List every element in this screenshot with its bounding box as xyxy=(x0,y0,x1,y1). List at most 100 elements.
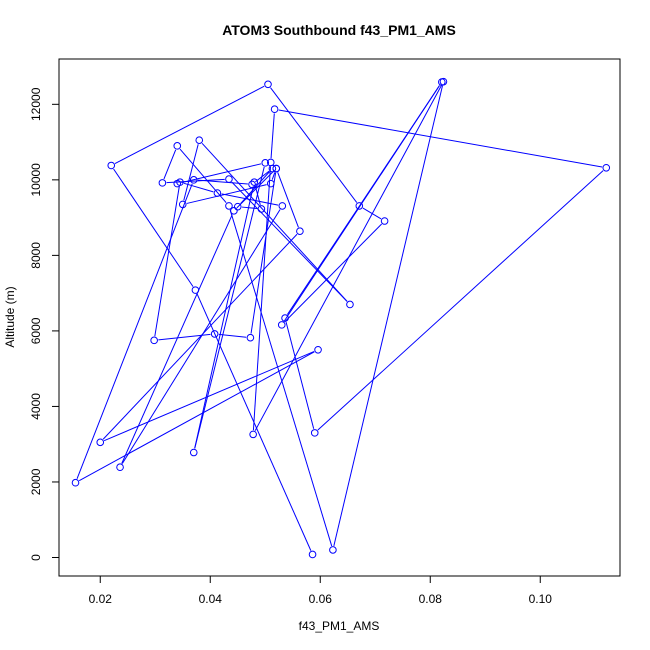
series-line-segment xyxy=(121,209,281,464)
series-line-segment xyxy=(333,85,443,546)
y-tick-label: 6000 xyxy=(29,317,43,344)
data-point xyxy=(329,546,337,554)
series-line-segment xyxy=(181,163,262,184)
series-line-segment xyxy=(270,113,275,159)
data-point xyxy=(191,286,200,294)
series-line-segment xyxy=(201,142,348,302)
y-tick-label: 0 xyxy=(29,554,43,561)
series-line-segment xyxy=(270,87,358,203)
x-axis-title: f43_PM1_AMS xyxy=(299,619,380,633)
series-line-segment xyxy=(284,223,382,323)
data-point xyxy=(210,330,219,338)
series-line-segment xyxy=(254,186,261,205)
series-line-segment xyxy=(154,186,180,337)
data-point xyxy=(225,175,233,183)
series-line-segment xyxy=(103,350,315,442)
data-point xyxy=(173,179,182,188)
series-line-segment xyxy=(158,333,211,341)
series-line-segment xyxy=(218,333,247,338)
data-point xyxy=(213,189,222,197)
y-tick-label: 2000 xyxy=(29,468,43,495)
data-point xyxy=(249,430,257,439)
data-point xyxy=(107,161,116,170)
data-point xyxy=(314,345,322,354)
plot-frame xyxy=(58,58,621,577)
x-tick-label: 0.08 xyxy=(419,592,443,606)
series-line-segment xyxy=(102,233,298,440)
data-point xyxy=(158,179,167,187)
data-point xyxy=(189,448,198,457)
data-point xyxy=(246,333,255,342)
series-line-segment xyxy=(221,193,279,206)
x-axis: 0.02 0.04 0.06 0.08 0.10 xyxy=(89,575,553,606)
series-line-segment xyxy=(240,171,270,204)
series-line-segment xyxy=(278,109,603,168)
series-line-segment xyxy=(183,144,199,201)
series-line-segment xyxy=(241,206,258,210)
data-point xyxy=(380,217,389,225)
series-layer xyxy=(76,85,604,551)
data-point xyxy=(195,136,204,144)
series-line-segment xyxy=(250,172,277,334)
series-line-segment xyxy=(179,148,227,204)
data-point xyxy=(310,429,319,437)
series-line-segment xyxy=(183,182,214,193)
series-line-segment xyxy=(229,209,333,547)
data-point xyxy=(296,227,304,236)
data-point xyxy=(278,202,287,210)
data-point xyxy=(150,336,158,345)
data-point xyxy=(189,176,198,184)
data-point xyxy=(264,80,272,89)
data-point xyxy=(178,200,187,209)
data-point xyxy=(268,164,277,173)
series-line-segment xyxy=(252,166,271,431)
series-line-segment xyxy=(76,183,193,479)
series-line-segment xyxy=(194,166,265,449)
data-point xyxy=(173,142,182,150)
data-point xyxy=(270,105,279,114)
y-tick-label: 10000 xyxy=(29,163,43,197)
data-point xyxy=(266,179,275,188)
series-line-segment xyxy=(317,170,604,431)
marker-layer xyxy=(71,77,611,559)
data-point xyxy=(250,178,259,186)
y-axis-title: Altitude (m) xyxy=(3,286,17,347)
data-point xyxy=(602,163,611,172)
series-line-segment xyxy=(236,171,274,209)
series-line-segment xyxy=(113,168,194,287)
data-point xyxy=(257,205,266,213)
series-line-segment xyxy=(114,85,265,165)
data-point xyxy=(248,180,256,189)
x-tick-label: 0.04 xyxy=(199,592,223,606)
x-tick-label: 0.02 xyxy=(89,592,113,606)
data-point xyxy=(225,202,233,210)
data-point xyxy=(116,463,124,472)
series-line-segment xyxy=(254,85,442,431)
series-line-segment xyxy=(194,186,254,449)
series-line-segment xyxy=(197,179,248,185)
data-point xyxy=(272,164,281,173)
x-tick-label: 0.10 xyxy=(529,592,553,606)
y-tick-label: 8000 xyxy=(29,242,43,269)
x-tick-label: 0.06 xyxy=(309,592,333,606)
data-point xyxy=(277,321,286,329)
series-line-segment xyxy=(121,214,233,464)
data-point xyxy=(96,438,105,447)
y-axis: 0 2000 4000 6000 8000 10000 12000 xyxy=(29,87,60,561)
data-point xyxy=(355,202,364,210)
data-point xyxy=(261,159,270,167)
data-point xyxy=(346,300,354,309)
data-point xyxy=(281,314,289,322)
data-point xyxy=(233,202,242,211)
data-point xyxy=(230,207,238,215)
chart-title: ATOM3 Southbound f43_PM1_AMS xyxy=(222,22,456,38)
series-line-segment xyxy=(163,149,177,180)
data-point xyxy=(308,550,317,559)
series-line-segment xyxy=(286,85,440,315)
y-tick-label: 12000 xyxy=(29,87,43,121)
data-point xyxy=(439,77,448,86)
series-line-segment xyxy=(277,172,299,228)
series-line-segment xyxy=(78,351,315,482)
series-line-segment xyxy=(285,322,315,429)
